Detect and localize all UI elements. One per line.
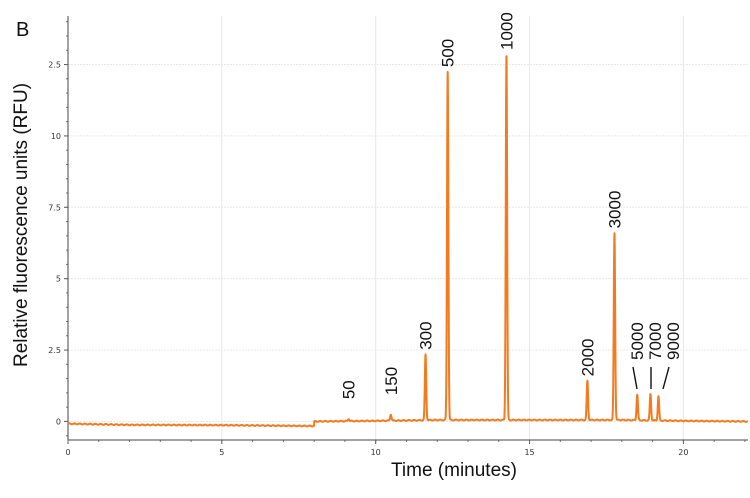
peak-label: 300 (417, 321, 436, 349)
peak-label: 150 (382, 367, 401, 395)
y-tick-label: 0 (56, 417, 61, 426)
peak-label: 50 (340, 380, 359, 399)
annotation-leader-line (662, 366, 670, 390)
peak-label: 3000 (605, 191, 624, 229)
peak-label: 2000 (578, 338, 597, 376)
signal-trace (67, 55, 749, 428)
panel-label: B (16, 19, 29, 41)
peak-label: 1000 (497, 12, 516, 50)
peak-label: 7000 (646, 322, 665, 360)
peak-label: 500 (439, 39, 458, 67)
series (67, 55, 749, 428)
x-tick-label: 10 (371, 448, 381, 457)
y-tick-label: 5 (56, 275, 61, 284)
y-tick-label: 2.5 (48, 346, 61, 355)
grid (67, 16, 748, 440)
annotation-leader-line (632, 366, 638, 390)
y-tick-label: 7.5 (48, 203, 61, 212)
peak-label: 5000 (628, 322, 647, 360)
x-axis-label: Time (minutes) (391, 460, 517, 481)
peak-annotations: 50 150 300 500 1000 2000 3000 5000 7000 9000 (340, 12, 683, 399)
x-tick-label: 20 (678, 448, 688, 457)
x-tick-label: 0 (65, 448, 70, 457)
y-axis-label: Relative fluorescence units (RFU) (11, 83, 32, 367)
x-tick-label: 15 (524, 448, 534, 457)
x-tick-label: 5 (219, 448, 224, 457)
y-tick-label: 2.5 (48, 61, 61, 70)
axes: 0 5 10 15 20 0 2.5 5 7.5 10 2.5 (48, 16, 748, 457)
y-tick-label: 10 (51, 132, 61, 141)
peak-label: 9000 (664, 322, 683, 360)
